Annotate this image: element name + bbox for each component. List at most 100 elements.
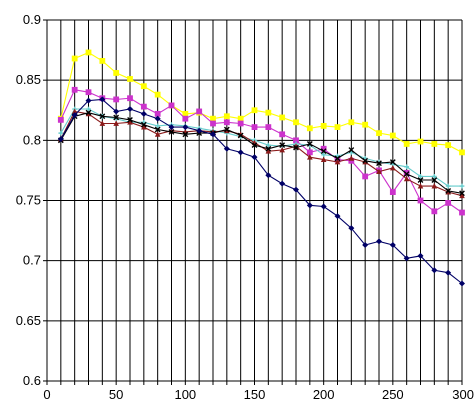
series-2-point [154, 110, 161, 117]
series-1-point [320, 122, 327, 129]
series-4-point [417, 183, 424, 189]
series-5-point [113, 114, 120, 121]
series-5-point [362, 157, 369, 164]
y-tick-label: 0.6 [23, 373, 41, 388]
series-1-point [445, 142, 452, 149]
series-6-point [417, 252, 424, 259]
y-tick-label: 0.7 [23, 253, 41, 268]
series-1-point [389, 132, 396, 139]
series-5-point [140, 121, 147, 128]
series-2-point [279, 131, 286, 138]
series-3-point [86, 106, 91, 112]
series-6-point [113, 108, 120, 115]
x-tick-label: 150 [244, 387, 266, 402]
series-1-point [459, 149, 465, 156]
series-5-point [459, 190, 465, 197]
series-1-point [279, 114, 286, 121]
series-6-point [140, 110, 147, 117]
series-5-point [154, 126, 161, 133]
series-4-point [431, 183, 438, 189]
series-6-point [334, 213, 341, 220]
series-4-point [403, 175, 410, 182]
series-3-point [265, 142, 271, 148]
series-1-point [140, 83, 147, 90]
series-5-point [417, 177, 424, 183]
series-5-point [265, 145, 272, 152]
series-4-point [127, 119, 133, 125]
series-3-point [445, 183, 451, 189]
series-6-point [168, 124, 175, 131]
series-1-point [154, 91, 161, 98]
series-2-point [210, 120, 216, 127]
x-tick-label: 100 [174, 387, 196, 402]
series-5-point [85, 109, 92, 116]
series-6-point [389, 242, 396, 249]
series-2-point [71, 86, 78, 93]
series-5-point [279, 142, 286, 149]
x-tick-label: 0 [43, 387, 50, 402]
series-4-point [279, 146, 285, 153]
series-6-point [279, 180, 286, 187]
series-2-point [362, 173, 369, 180]
series-5-point [445, 187, 452, 194]
series-1-point [251, 107, 258, 114]
series-6-point [320, 203, 327, 210]
series-2-point [251, 124, 258, 130]
series-6-point [306, 202, 313, 209]
series-5-point [389, 159, 396, 165]
series-1-point [127, 76, 133, 82]
series-5-point [376, 160, 382, 167]
series-3-point [155, 123, 161, 129]
series-1-point [99, 58, 106, 64]
series-1-point [417, 138, 424, 145]
series-1-point [376, 130, 382, 137]
series-2-point [445, 200, 452, 206]
series-5-point [306, 141, 313, 147]
series-5-point [223, 126, 230, 133]
series-2-point [57, 116, 64, 123]
series-2-point [168, 102, 175, 109]
series-5-point [334, 155, 341, 162]
series-1-point [362, 121, 369, 128]
series-4-point [376, 168, 382, 175]
x-tick-label: 50 [109, 387, 123, 402]
y-tick-label: 0.75 [16, 193, 41, 208]
series-6-point [348, 225, 355, 232]
series-3-point [431, 174, 437, 179]
series-1-point [71, 55, 78, 62]
series-6-point [210, 131, 216, 138]
series-6-point [459, 280, 465, 287]
series-1-point [306, 125, 313, 132]
series-6-point [376, 238, 382, 245]
series-6-point [223, 145, 230, 152]
series-2-point [127, 95, 133, 102]
series-2-point [459, 209, 465, 216]
series-3-point [418, 174, 423, 179]
series-5-point [127, 116, 133, 123]
series-5-point [293, 144, 299, 151]
series-2-point [196, 108, 203, 115]
series-3-point [58, 130, 64, 136]
series-6-point [362, 242, 369, 249]
series-5-point [403, 171, 410, 177]
series-4-point [459, 192, 465, 199]
series-1-point [431, 141, 438, 147]
series-6-point [127, 106, 133, 113]
series-1-point [293, 119, 299, 126]
series-6-point [293, 186, 299, 193]
series-6-point [57, 136, 64, 143]
series-6-point [182, 124, 189, 131]
series-1-point [334, 124, 341, 130]
series-4-point [99, 120, 106, 126]
series-5-point [99, 113, 106, 120]
series-3-point [459, 183, 465, 189]
y-tick-label: 0.65 [16, 313, 41, 328]
series-4-point [307, 154, 313, 160]
series-5-point [251, 142, 258, 149]
series-2-point [223, 119, 230, 126]
series-5-point [182, 131, 189, 138]
series-2-point [306, 149, 313, 156]
series-3-point [321, 152, 327, 158]
